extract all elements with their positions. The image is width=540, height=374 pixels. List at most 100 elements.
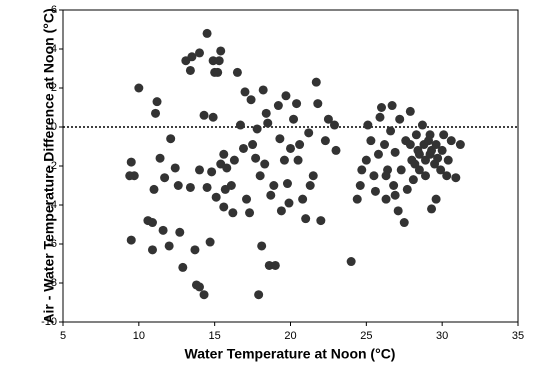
data-point: [211, 192, 221, 202]
data-point: [226, 181, 236, 190]
data-point: [222, 163, 232, 173]
data-point: [395, 114, 405, 124]
data-point: [405, 140, 415, 150]
data-point: [263, 118, 273, 128]
data-point: [248, 140, 258, 150]
data-point: [170, 163, 180, 173]
y-tick-label: -4: [47, 199, 57, 211]
data-point: [451, 173, 461, 183]
data-point: [408, 175, 418, 185]
data-point: [152, 97, 162, 107]
data-point: [185, 182, 195, 192]
data-point: [254, 290, 264, 300]
x-tick-label: 20: [284, 330, 296, 342]
data-point: [439, 130, 449, 140]
data-point: [369, 171, 379, 181]
data-point: [431, 140, 441, 150]
y-tick-label: 0: [51, 121, 57, 133]
data-point: [269, 181, 279, 190]
data-point: [245, 208, 255, 218]
data-point: [425, 130, 435, 140]
data-point: [286, 143, 295, 153]
data-point: [147, 245, 157, 255]
data-point: [455, 140, 465, 150]
x-tick-label: 5: [60, 330, 66, 342]
data-point: [399, 218, 409, 228]
data-point: [134, 83, 144, 93]
data-point: [229, 155, 239, 165]
data-point: [366, 136, 376, 146]
data-point: [187, 52, 197, 62]
x-axis-label: Water Temperature at Noon (°C): [185, 346, 396, 362]
data-point: [420, 171, 430, 181]
data-point: [373, 149, 383, 159]
data-point: [202, 182, 212, 192]
data-point: [390, 190, 400, 200]
data-point: [195, 282, 204, 292]
data-point: [331, 145, 341, 155]
data-point: [258, 85, 268, 95]
data-point: [276, 206, 286, 216]
y-tick-label: 2: [51, 82, 57, 94]
data-point: [284, 198, 294, 208]
data-point: [410, 159, 420, 169]
data-point: [208, 112, 218, 122]
data-point: [433, 153, 443, 163]
data-point: [292, 99, 302, 109]
data-point: [202, 28, 212, 38]
y-tick-label: -8: [47, 277, 57, 289]
data-point: [446, 136, 456, 146]
data-point: [260, 159, 270, 169]
data-point: [329, 120, 339, 130]
data-point: [216, 46, 226, 56]
data-point: [195, 48, 204, 58]
data-point: [443, 155, 453, 165]
x-tick-label: 15: [209, 330, 221, 342]
data-point: [155, 153, 165, 163]
data-point: [346, 257, 356, 267]
data-point: [199, 110, 209, 120]
y-axis-label: Air - Water Temperature Difference at No…: [41, 8, 57, 323]
data-point: [282, 179, 292, 189]
data-point: [381, 194, 391, 204]
data-point: [405, 106, 415, 116]
data-point: [377, 103, 386, 112]
data-point: [235, 120, 245, 130]
y-tick-label: 6: [51, 4, 57, 16]
data-point: [275, 134, 285, 144]
data-point: [160, 173, 170, 183]
data-point: [158, 225, 168, 235]
data-point: [205, 237, 215, 247]
data-point: [125, 171, 135, 181]
data-point: [242, 194, 252, 204]
data-point: [164, 241, 174, 251]
data-point: [219, 202, 229, 212]
data-point: [323, 114, 333, 124]
data-point: [295, 140, 305, 150]
data-point: [380, 140, 390, 150]
data-point: [370, 186, 380, 196]
data-point: [427, 204, 437, 214]
data-point: [442, 171, 452, 181]
data-point: [387, 101, 397, 111]
data-point: [389, 181, 399, 190]
y-tick-label: -10: [41, 316, 57, 328]
data-point: [293, 155, 303, 165]
data-point: [126, 235, 136, 245]
data-point: [363, 120, 373, 130]
data-point: [246, 95, 256, 105]
data-point: [357, 165, 367, 175]
x-tick-label: 35: [512, 330, 524, 342]
x-tick-label: 30: [436, 330, 448, 342]
data-point: [199, 290, 209, 300]
data-point: [402, 184, 412, 194]
data-point: [361, 155, 371, 165]
data-point: [390, 147, 400, 157]
data-point: [411, 130, 421, 140]
data-point: [240, 87, 250, 97]
data-point: [261, 108, 271, 118]
data-point: [308, 171, 318, 181]
data-point: [173, 181, 183, 190]
data-point: [238, 143, 248, 153]
